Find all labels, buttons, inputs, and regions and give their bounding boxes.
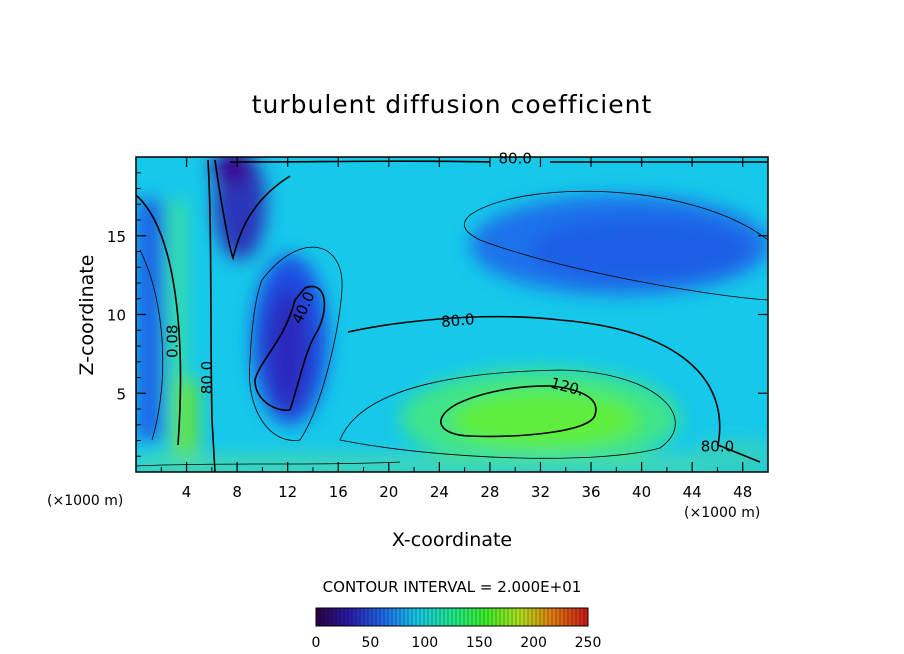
contour-left-outer [136,194,182,446]
y-tick-label: 5 [116,385,126,403]
x-tick-label: 8 [232,483,242,501]
heatmap-field [136,157,768,472]
x-tick-label: 16 [329,483,348,501]
contour-vertical-left [207,159,216,472]
contour-60-right [463,190,768,301]
x-axis-unit-left: (×1000 m) [47,493,123,509]
y-tick-label: 15 [107,228,126,246]
contour-40 [254,285,326,411]
contour-label: 80.0 [440,310,475,331]
y-axis-label: Z-coordinate [76,255,98,376]
contour-80-mid [347,315,761,463]
colorbar-tick-label: 250 [575,635,602,651]
colorbar-tick-label: 200 [520,635,547,651]
contour-label: 80.0 [498,149,531,167]
chart-title: turbulent diffusion coefficient [252,90,653,119]
contour-bottom [136,461,401,467]
contour-label: 80.0 [198,361,216,394]
contour-interval-text: CONTOUR INTERVAL = 2.000E+01 [323,578,582,596]
contour-lines [136,159,768,472]
x-tick-label: 32 [531,483,550,501]
contour-60-column [248,246,343,441]
x-tick-label: 36 [581,483,600,501]
colorbar-tick-labels: 0 50 100 150 200 250 [312,635,602,651]
colorbar-hatch [319,608,585,626]
x-tick-label: 4 [182,483,192,501]
x-tick-label: 40 [632,483,651,501]
colorbar-tick-label: 100 [411,635,438,651]
contour-left-inner [139,249,164,441]
x-tick-label: 24 [430,483,449,501]
colorbar-tick-label: 0 [312,635,321,651]
contour-label: 0.08 [164,325,182,358]
x-tick-label: 44 [683,483,702,501]
x-tick-label: 28 [480,483,499,501]
x-tick-label: 12 [278,483,297,501]
y-tick-label: 10 [107,307,126,325]
contour-120 [440,385,597,438]
x-axis-label: X-coordinate [392,529,512,551]
colorbar-tick-label: 150 [466,635,493,651]
x-tick-label: 48 [733,483,752,501]
contour-label: 80.0 [701,438,734,456]
x-tick-label: 20 [379,483,398,501]
contour-column-8 [214,159,291,261]
colorbar-tick-label: 50 [361,635,379,651]
contour-100 [339,369,676,459]
x-axis-unit-right: (×1000 m) [684,505,760,521]
